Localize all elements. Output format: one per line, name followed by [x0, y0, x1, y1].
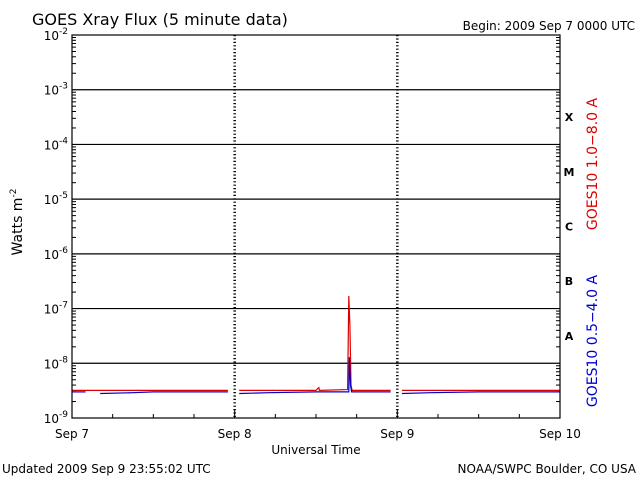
y-tick-label: 10-5: [44, 191, 68, 207]
updated-timestamp: Updated 2009 Sep 9 23:55:02 UTC: [2, 462, 211, 476]
y-tick-exp: -5: [59, 191, 68, 201]
short-channel-line: [239, 357, 391, 395]
grid: [71, 35, 561, 418]
short-channel-line: [401, 391, 560, 395]
y-tick-exp: -2: [59, 27, 68, 37]
y-tick-base: 10: [44, 303, 59, 317]
y-tick-label: 10-3: [44, 82, 68, 98]
y-tick-base: 10: [44, 84, 59, 98]
series-layer: [72, 295, 560, 395]
begin-time: Begin: 2009 Sep 7 0000 UTC: [463, 19, 635, 33]
long-channel-line: [239, 295, 391, 392]
y-tick-label: 10-6: [44, 246, 69, 262]
y-axis-label-exp: -2: [9, 189, 19, 198]
y-tick-label: 10-7: [44, 301, 68, 317]
flare-class-label: A: [565, 330, 574, 343]
short-channel-line: [100, 391, 228, 395]
plot-frame: [71, 34, 561, 419]
y-tick-labels: 10-910-810-710-610-510-410-310-2: [44, 27, 69, 426]
x-tick-label: Sep 7: [55, 427, 89, 441]
y-tick-base: 10: [44, 412, 59, 426]
legend-long-channel: GOES10 1.0−8.0 A: [585, 98, 601, 231]
chart-title: GOES Xray Flux (5 minute data): [32, 10, 288, 29]
x-tick-labels: Sep 7 Sep 8 Sep 9 Sep 10: [55, 427, 581, 441]
credit: NOAA/SWPC Boulder, CO USA: [458, 462, 637, 476]
x-tick-label: Sep 9: [380, 427, 414, 441]
y-tick-label: 10-8: [44, 355, 69, 371]
y-tick-label: 10-2: [44, 27, 68, 43]
y-tick-exp: -9: [59, 410, 68, 420]
y-tick-label: 10-4: [44, 136, 69, 152]
flare-class-label: C: [565, 221, 573, 234]
flare-class-label: B: [565, 275, 573, 288]
legend-short-channel: GOES10 0.5−4.0 A: [585, 275, 601, 408]
y-tick-base: 10: [44, 248, 59, 262]
y-tick-exp: -3: [59, 82, 68, 92]
flare-class-labels: A B C M X: [564, 111, 575, 343]
flare-class-label: M: [564, 166, 575, 179]
y-tick-base: 10: [44, 138, 59, 152]
y-tick-exp: -8: [59, 355, 68, 365]
y-axis-label: Watts m-2: [9, 189, 26, 256]
y-tick-exp: -6: [59, 246, 68, 256]
x-tick-label: Sep 10: [539, 427, 581, 441]
y-tick-base: 10: [44, 357, 59, 371]
x-tick-label: Sep 8: [218, 427, 252, 441]
y-tick-base: 10: [44, 29, 59, 43]
y-tick-exp: -7: [59, 301, 68, 311]
y-tick-label: 10-9: [44, 410, 69, 426]
y-tick-exp: -4: [59, 136, 68, 146]
x-axis-label: Universal Time: [271, 443, 360, 457]
y-tick-base: 10: [44, 193, 59, 207]
flare-class-label: X: [565, 111, 574, 124]
y-axis-label-base: Watts m: [10, 198, 26, 256]
